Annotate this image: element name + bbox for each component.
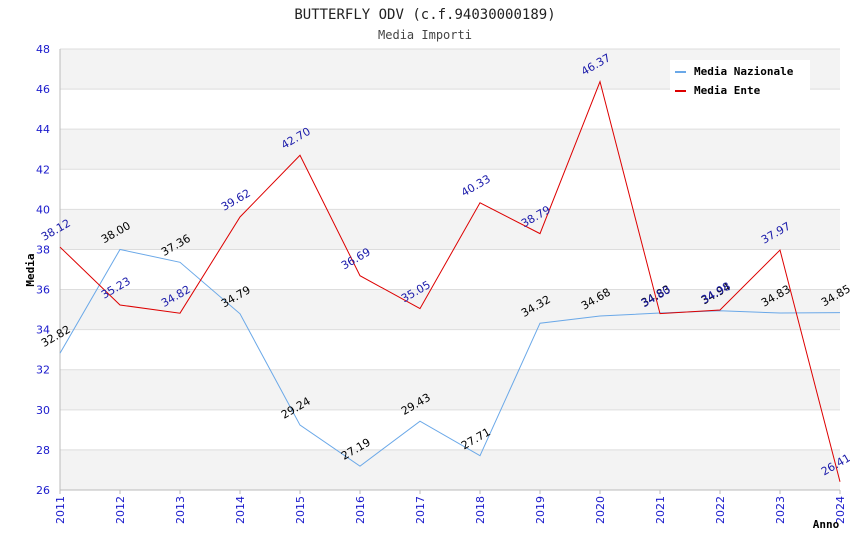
y-tick-label: 46 [36,83,50,96]
y-tick-label: 38 [36,243,50,256]
legend: Media Nazionale Media Ente [670,60,810,102]
axes [59,49,841,494]
x-tick-label: 2013 [174,496,187,524]
series-line-media-nazionale [59,248,841,467]
gridlines [60,48,840,491]
x-tick-label: 2022 [714,496,727,524]
y-tick-label: 26 [36,484,50,497]
grid-band [60,129,840,170]
x-tick-label: 2023 [774,496,787,524]
y-tick-label: 48 [36,43,50,56]
grid-band [60,449,840,490]
y-tick-label: 44 [36,123,50,136]
chart-subtitle: Media Importi [378,28,472,42]
legend-label-media-ente: Media Ente [694,84,761,97]
chart-title: BUTTERFLY ODV (c.f.94030000189) [294,7,555,23]
x-tick-label: 2024 [834,496,847,524]
series-line-media-ente [59,80,841,482]
data-label: 40.33 [459,172,493,199]
data-label: 27.71 [459,425,493,452]
series-lines [59,80,841,482]
x-tick-label: 2020 [594,496,607,524]
legend-box [670,60,810,102]
y-tick-label: 36 [36,284,50,297]
x-tick-label: 2021 [654,496,667,524]
x-axis-label: Anno [813,518,840,531]
background-bands [60,49,840,490]
y-tick-label: 34 [36,324,50,337]
tick-labels: 26 28 30 32 34 36 38 40 42 44 46 48 2011 2012 2013 2014… [36,43,847,524]
y-tick-label: 32 [36,364,50,377]
x-tick-label: 2017 [414,496,427,524]
x-tick-label: 2014 [234,496,247,524]
x-tick-label: 2016 [354,496,367,524]
y-tick-label: 30 [36,404,50,417]
legend-label-media-nazionale: Media Nazionale [694,65,794,78]
y-axis-label: Media [24,253,37,286]
x-tick-label: 2019 [534,496,547,524]
grid-band [60,209,840,250]
y-tick-label: 40 [36,203,50,216]
grid-band [60,369,840,410]
x-tick-label: 2015 [294,496,307,524]
y-tick-label: 42 [36,163,50,176]
x-tick-label: 2012 [114,496,127,524]
x-tick-label: 2011 [54,496,67,524]
x-tick-label: 2018 [474,496,487,524]
y-tick-label: 28 [36,444,50,457]
